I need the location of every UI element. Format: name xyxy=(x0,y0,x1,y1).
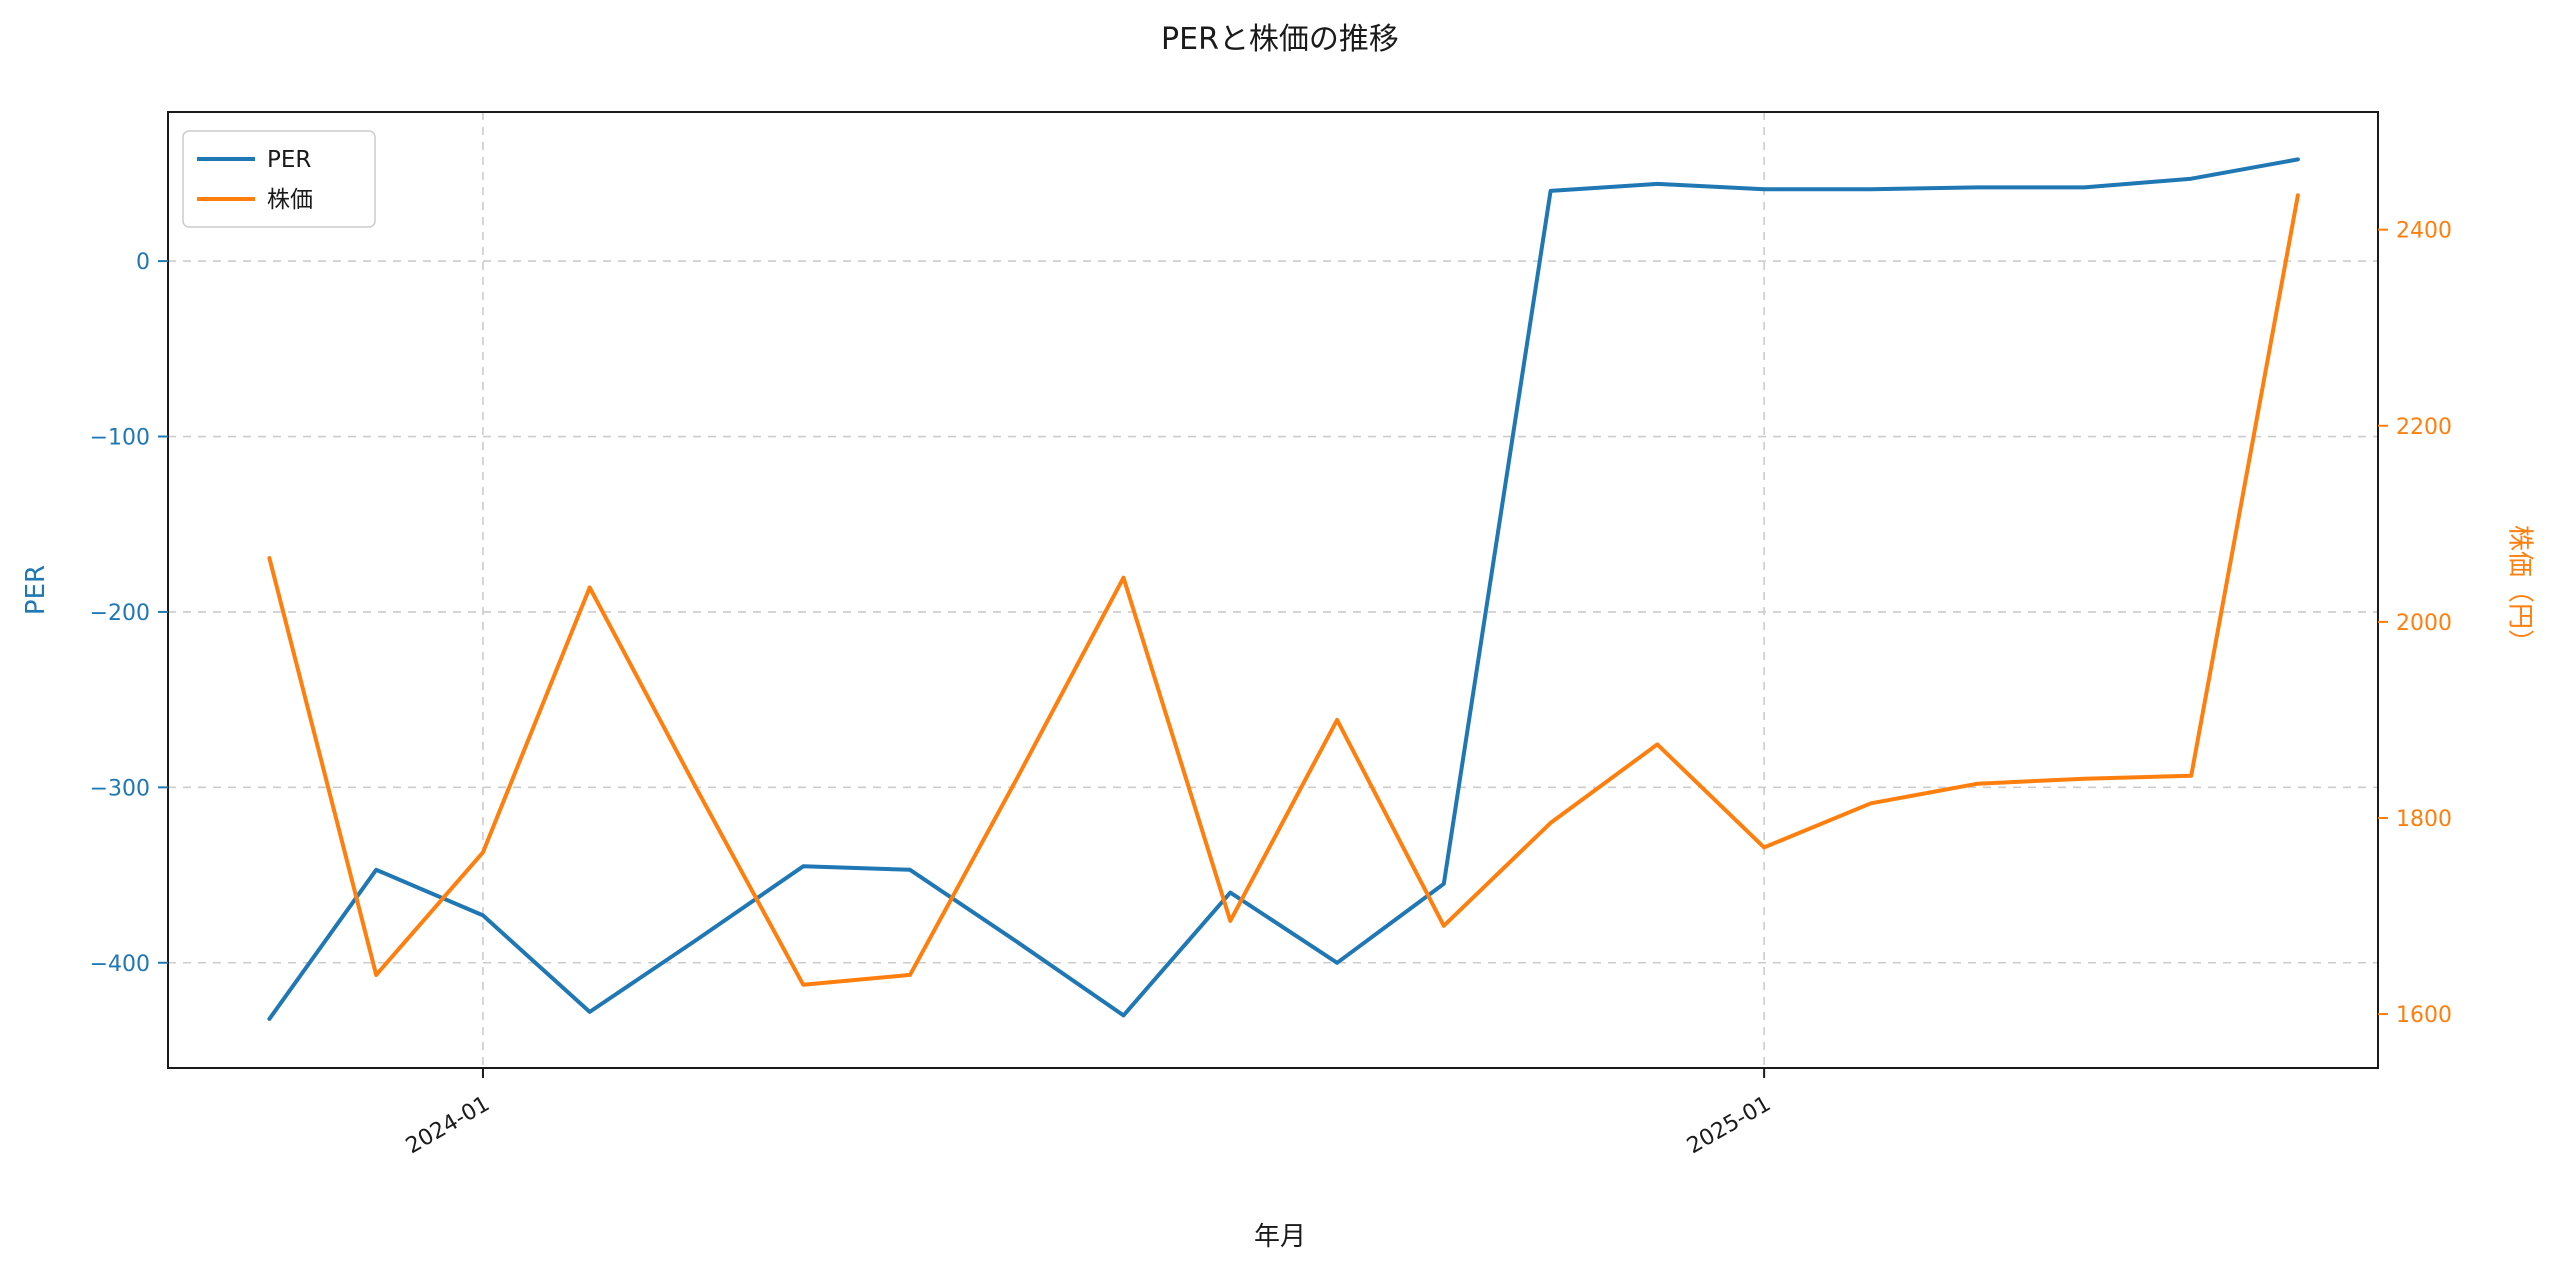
y-tick-label-right: 2000 xyxy=(2396,611,2452,636)
y-tick-label-right: 1600 xyxy=(2396,1003,2452,1028)
y-axis-label-left: PER xyxy=(21,564,51,616)
x-tick-label: 2024-01 xyxy=(402,1092,494,1160)
plot-border xyxy=(167,111,2379,1069)
y-tick-label-right: 2200 xyxy=(2396,415,2452,440)
y-axis-label-right: 株価（円） xyxy=(2504,524,2535,656)
y-tick-label-right: 2400 xyxy=(2396,219,2452,244)
series-line-1 xyxy=(267,193,2300,987)
y-tick-label-left: 0 xyxy=(136,250,150,275)
x-axis-label: 年月 xyxy=(1253,1222,1306,1252)
y-tick-label-left: −100 xyxy=(90,426,150,451)
y-tick-label-left: −200 xyxy=(90,601,150,626)
y-tick-label-right: 1800 xyxy=(2396,807,2452,832)
legend-label-1: 株価 xyxy=(267,187,313,213)
y-tick-label-left: −300 xyxy=(90,776,150,801)
series-line-0 xyxy=(267,157,2300,1021)
y-tick-label-left: −400 xyxy=(90,952,150,977)
legend-box xyxy=(182,130,376,228)
legend-label-0: PER xyxy=(267,147,311,173)
x-tick-label: 2025-01 xyxy=(1683,1092,1775,1160)
chart-title: PERと株価の推移 xyxy=(1161,22,1399,57)
